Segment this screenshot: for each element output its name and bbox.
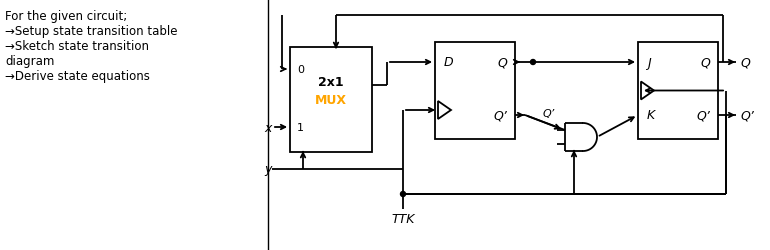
Text: Q: Q — [740, 56, 750, 69]
Text: Q’: Q’ — [740, 109, 754, 122]
Text: x: x — [265, 121, 272, 134]
Text: 0: 0 — [297, 65, 304, 75]
Circle shape — [400, 192, 406, 197]
Text: Q’: Q’ — [543, 108, 555, 118]
Text: J: J — [647, 56, 651, 69]
Bar — [435, 43, 515, 140]
Text: →Derive state equations: →Derive state equations — [5, 70, 150, 83]
Text: 2x1: 2x1 — [318, 76, 344, 89]
Text: MUX: MUX — [315, 94, 347, 107]
Text: D: D — [444, 56, 454, 69]
Text: Q’: Q’ — [493, 109, 507, 122]
Text: Q: Q — [497, 56, 507, 69]
Text: →Sketch state transition: →Sketch state transition — [5, 40, 149, 53]
Text: y: y — [265, 163, 272, 176]
Text: K: K — [647, 109, 655, 122]
Circle shape — [531, 60, 535, 65]
Text: For the given circuit;: For the given circuit; — [5, 10, 127, 23]
Bar — [290, 48, 372, 152]
Bar — [638, 43, 718, 140]
Text: diagram: diagram — [5, 55, 55, 68]
Text: Q: Q — [700, 56, 710, 69]
Text: →Setup state transition table: →Setup state transition table — [5, 25, 178, 38]
Text: TTK: TTK — [391, 213, 415, 226]
Text: 1: 1 — [297, 122, 304, 132]
Text: Q’: Q’ — [696, 109, 710, 122]
